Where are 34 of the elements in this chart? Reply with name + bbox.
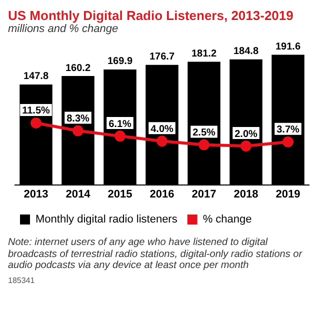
data-label: 3.7% bbox=[276, 124, 300, 136]
point bbox=[72, 125, 84, 136]
legend-label: Monthly digital radio listeners bbox=[36, 214, 178, 226]
x-tick-label: 2018 bbox=[234, 188, 258, 200]
data-label: 147.8 bbox=[23, 71, 49, 82]
data-label: 2.5% bbox=[192, 128, 216, 139]
data-label: 11.5% bbox=[22, 106, 50, 117]
point bbox=[282, 136, 294, 148]
point bbox=[30, 117, 42, 128]
data-label: 8.3% bbox=[66, 113, 90, 124]
x-tick-label: 2014 bbox=[66, 188, 92, 200]
data-label: 6.1% bbox=[108, 118, 132, 130]
x-tick-label: 2019 bbox=[276, 188, 300, 200]
text: 185341 bbox=[8, 276, 36, 285]
point bbox=[156, 136, 168, 147]
x-tick-label: 2017 bbox=[192, 188, 216, 200]
data-label: 4.0% bbox=[150, 124, 174, 135]
data-label: 169.9 bbox=[107, 56, 133, 68]
text: Note: internet users of any age who have listened to digital broadcasts of terrestrial radio stations, digital-only radio stations or audio podcasts via any device at least once per month bbox=[8, 237, 304, 272]
legend-label: % change bbox=[202, 214, 252, 226]
data-label: 181.2 bbox=[191, 48, 217, 60]
data-label: 2.0% bbox=[234, 128, 258, 140]
point bbox=[240, 140, 252, 152]
data-label: 160.2 bbox=[65, 62, 91, 74]
chart-subtitle: millions and % change bbox=[8, 23, 120, 35]
data-label: 176.7 bbox=[149, 52, 175, 63]
point bbox=[114, 130, 126, 142]
data-label: 184.8 bbox=[233, 46, 259, 58]
x-tick-label: 2013 bbox=[24, 188, 48, 200]
data-label: 191.6 bbox=[275, 41, 301, 52]
chart-title: US Monthly Digital Radio Listeners, 2013-2019 bbox=[8, 8, 294, 23]
point bbox=[198, 139, 210, 150]
x-tick-label: 2016 bbox=[150, 188, 174, 200]
x-tick-label: 2015 bbox=[108, 188, 132, 200]
